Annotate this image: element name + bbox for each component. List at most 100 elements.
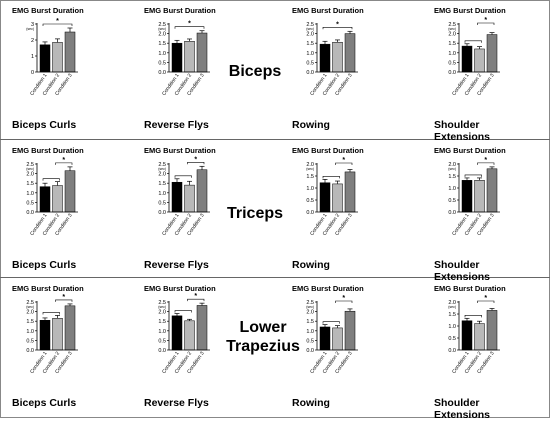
y-unit-label: (sec): [26, 27, 34, 31]
chart-title: EMG Burst Duration: [434, 146, 506, 155]
bar: [196, 32, 208, 73]
y-tick-label: 2.0: [448, 300, 456, 306]
y-tick-label: 1.0: [158, 51, 166, 57]
bar: [171, 315, 183, 351]
significance-bracket: [322, 176, 340, 179]
significance-bracket: [42, 178, 60, 181]
y-tick-label: 0: [31, 70, 34, 76]
y-tick-label: 3: [31, 22, 34, 28]
bar: [461, 320, 473, 351]
y-tick-label: 1.5: [448, 174, 456, 180]
y-tick-label: 1.5: [158, 319, 166, 325]
y-tick-label: 0.5: [158, 200, 166, 206]
significance-star: *: [56, 18, 59, 25]
significance-star: *: [62, 157, 65, 164]
y-tick-label: 0.0: [306, 210, 314, 216]
y-tick-label: 1.0: [306, 186, 314, 192]
y-tick-label: 2.0: [306, 162, 314, 168]
y-tick-label: 2.0: [306, 310, 314, 316]
y-unit-label: (sec): [448, 27, 456, 31]
y-tick-label: 1.5: [26, 181, 34, 187]
y-tick-label: 0.0: [448, 210, 456, 216]
y-tick-label: 1.5: [448, 41, 456, 47]
y-tick-label: 0.5: [306, 338, 314, 344]
y-tick-label: 2.0: [306, 32, 314, 38]
bar: [52, 185, 63, 213]
y-tick-label: 0.0: [158, 70, 166, 76]
chart-title: EMG Burst Duration: [12, 6, 84, 15]
exercise-label: Shoulder Extensions: [434, 259, 490, 283]
bar: [474, 323, 485, 351]
y-tick-label: 0.0: [448, 348, 456, 354]
bar: [171, 181, 183, 213]
exercise-label-line: Biceps Curls: [12, 397, 77, 409]
bar: [39, 319, 51, 351]
chart-title: EMG Burst Duration: [144, 146, 216, 155]
bar: [64, 31, 76, 73]
y-tick-label: 0.5: [158, 60, 166, 66]
y-tick-label: 2.5: [26, 162, 34, 168]
y-tick-label: 2.0: [158, 32, 166, 38]
significance-star: *: [342, 157, 345, 164]
significance-bracket: [42, 23, 73, 26]
y-tick-label: 0.5: [26, 338, 34, 344]
bar-chart: 0.00.51.01.52.02.5(sec)Condition 1Condit…: [158, 21, 210, 97]
bar: [319, 182, 331, 213]
chart-title: EMG Burst Duration: [292, 146, 364, 155]
bar: [64, 170, 76, 213]
bar-chart: 0.00.51.01.52.02.5(sec)Condition 1Condit…: [306, 21, 358, 97]
exercise-label-line: Rowing: [292, 259, 330, 271]
chart-title: EMG Burst Duration: [144, 284, 216, 293]
y-tick-label: 2.0: [26, 172, 34, 178]
significance-bracket: [174, 26, 205, 29]
y-tick-label: 1.0: [448, 186, 456, 192]
significance-bracket: [322, 321, 340, 324]
y-tick-label: 0.0: [158, 348, 166, 354]
row-separator-1: [0, 139, 550, 140]
bar: [52, 42, 63, 73]
y-unit-label: (sec): [448, 167, 456, 171]
exercise-label-line: Extensions: [434, 409, 491, 421]
y-tick-label: 1.0: [306, 51, 314, 57]
exercise-label: Biceps Curls: [12, 259, 76, 271]
significance-star: *: [484, 17, 487, 24]
significance-bracket: [464, 40, 482, 43]
significance-star: *: [194, 293, 197, 300]
significance-star: *: [484, 295, 487, 302]
bar-chart: 0.00.51.01.52.0(sec)Condition 1Condition…: [448, 157, 500, 237]
y-tick-label: 0.0: [26, 210, 34, 216]
chart-title: EMG Burst Duration: [434, 6, 506, 15]
bar: [332, 327, 343, 351]
y-tick-label: 1.0: [26, 329, 34, 335]
exercise-label-line: Extensions: [434, 271, 491, 283]
chart-title: EMG Burst Duration: [12, 146, 84, 155]
bar-chart: 0.00.51.01.52.02.5(sec)Condition 1Condit…: [158, 156, 210, 237]
y-tick-label: 0.5: [306, 198, 314, 204]
exercise-label-line: Reverse Flys: [144, 119, 209, 131]
chart-title: EMG Burst Duration: [292, 6, 364, 15]
exercise-label-line: Biceps Curls: [12, 259, 77, 271]
significance-star: *: [188, 21, 191, 28]
y-unit-label: (sec): [306, 305, 314, 309]
bar: [486, 310, 498, 351]
y-unit-label: (sec): [158, 27, 166, 31]
significance-bracket: [477, 300, 495, 303]
significance-bracket: [174, 175, 192, 178]
bar: [196, 305, 208, 351]
bar-chart: 0.00.51.01.52.02.5(sec)Condition 1Condit…: [26, 294, 78, 375]
exercise-label-line: Shoulder: [434, 119, 480, 131]
y-tick-label: 0.5: [448, 336, 456, 342]
y-tick-label: 1.5: [158, 181, 166, 187]
y-tick-label: 0.0: [448, 70, 456, 76]
bar: [196, 169, 208, 213]
exercise-label: Reverse Flys: [144, 119, 209, 131]
exercise-label: Shoulder Extensions: [434, 119, 490, 143]
bar: [39, 44, 51, 73]
y-tick-label: 1.0: [26, 191, 34, 197]
significance-bracket: [322, 26, 353, 30]
significance-bracket: [187, 298, 205, 302]
y-tick-label: 0.5: [26, 200, 34, 206]
bar: [486, 34, 498, 73]
y-tick-label: 0.0: [26, 348, 34, 354]
